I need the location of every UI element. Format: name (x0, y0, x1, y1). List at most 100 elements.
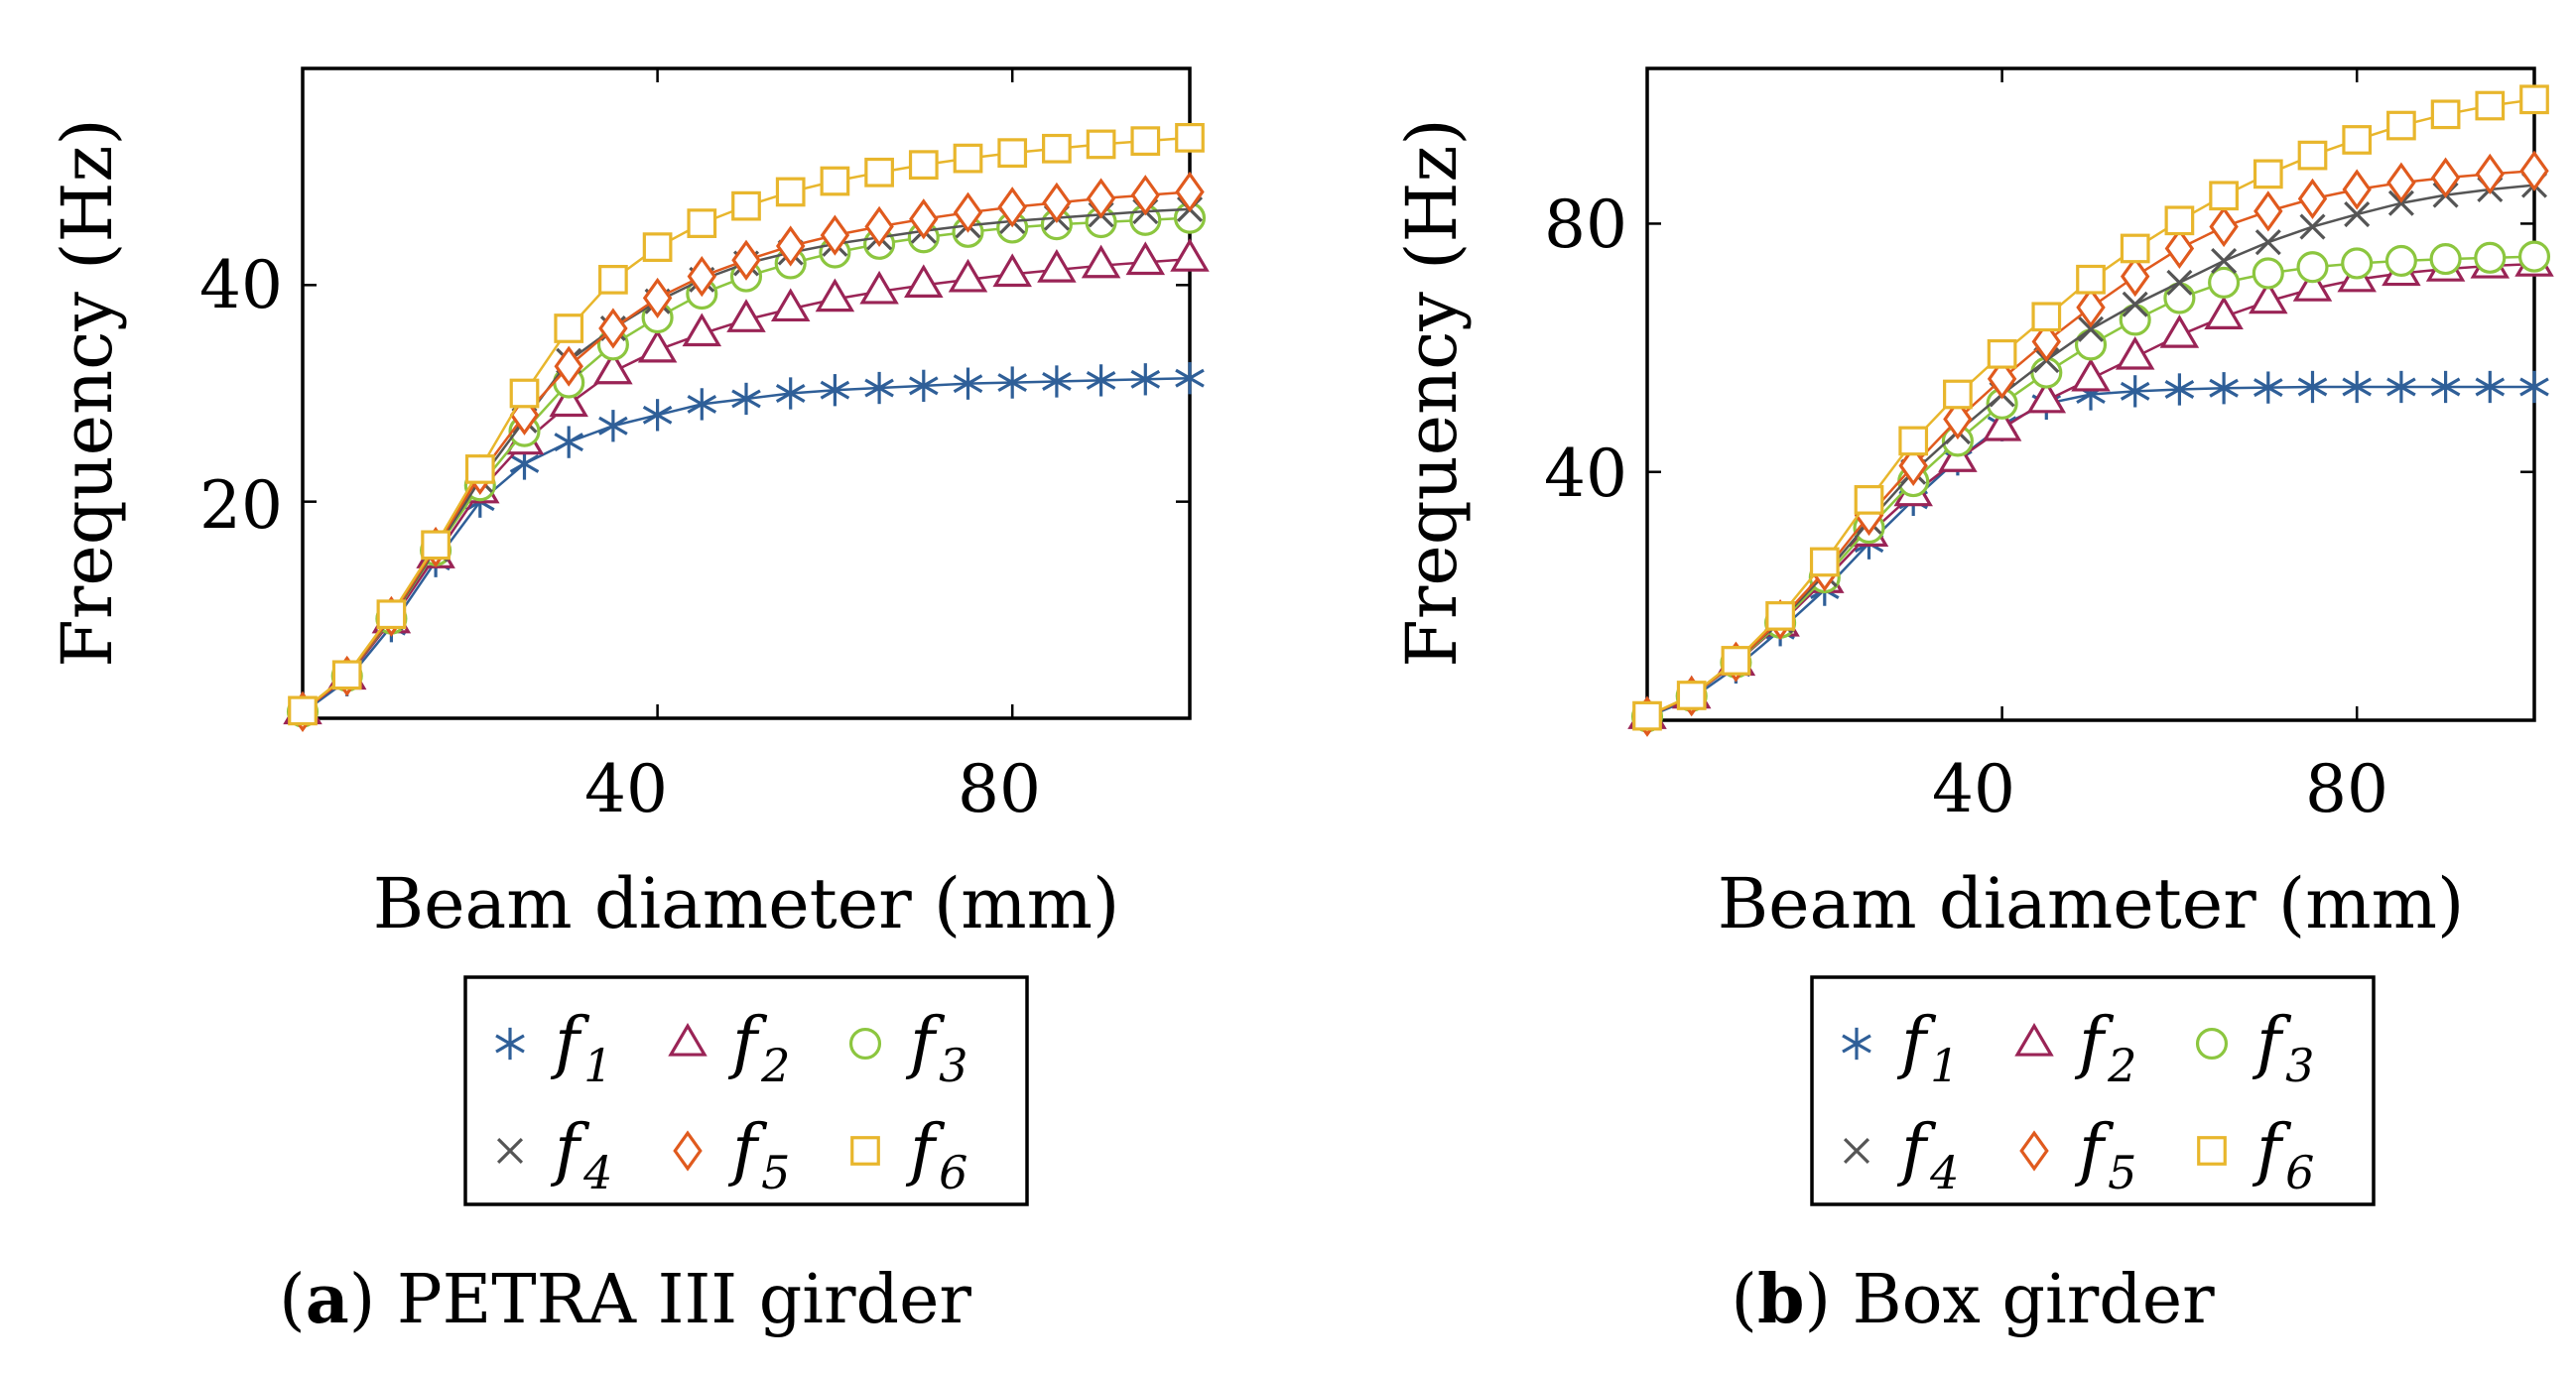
marker-shape (2115, 335, 2155, 370)
marker-stroke (2299, 213, 2326, 240)
data-point-f6 (1130, 126, 1161, 157)
marker-shape (549, 383, 588, 418)
legend-label-subscript: 5 (2108, 1146, 2136, 1199)
marker-shape (1130, 126, 1161, 157)
data-point-f2 (1081, 244, 1121, 279)
data-series (283, 123, 1210, 733)
marker-shape (2297, 140, 2328, 171)
marker-shape (2342, 169, 2372, 210)
marker-shape (2386, 110, 2416, 141)
marker-shape (1987, 338, 2017, 369)
data-point-f6 (953, 143, 983, 174)
data-point-f5 (2120, 256, 2150, 298)
marker-shape (1898, 426, 1929, 456)
data-point-f2 (2115, 335, 2155, 370)
marker-stroke (1843, 1137, 1870, 1165)
marker-shape (2076, 264, 2106, 295)
data-point-f1 (997, 366, 1027, 399)
data-point-f6 (2076, 264, 2106, 295)
data-point-f5 (1086, 178, 1116, 219)
marker-shape (1130, 175, 1161, 216)
marker-stroke (554, 433, 583, 452)
marker-stroke (509, 453, 540, 473)
marker-shape (593, 350, 633, 385)
marker-shape (2164, 227, 2195, 270)
marker-shape (864, 157, 894, 188)
marker-shape (1982, 407, 2022, 441)
marker-shape (598, 265, 628, 295)
legend-box (1810, 975, 2376, 1206)
data-point-f3 (2341, 247, 2374, 280)
data-point-f2 (904, 264, 944, 299)
marker-shape (2341, 247, 2374, 280)
data-point-f5 (731, 239, 761, 281)
data-point-f5 (1987, 358, 2017, 400)
y-tick-label-20: 20 (199, 467, 283, 544)
legend-marker-f5 (2019, 1130, 2049, 1172)
legend-marker-f6 (850, 1136, 880, 1166)
series-f5 (288, 171, 1205, 733)
data-point-f6 (421, 530, 451, 561)
marker-shape (1042, 133, 1072, 164)
data-point-f6 (1175, 123, 1205, 153)
data-point-f5 (2209, 205, 2239, 248)
legend-marker-f3 (848, 1027, 882, 1061)
data-point-f6 (288, 695, 318, 726)
data-point-f4 (2122, 291, 2148, 317)
legend-label-subscript: 4 (1929, 1146, 1959, 1199)
legend-label-subscript: 1 (583, 1039, 612, 1092)
data-point-f6 (997, 138, 1028, 169)
marker-shape (726, 299, 766, 332)
data-point-f1 (731, 382, 761, 416)
marker-stroke (2344, 201, 2371, 228)
marker-shape (2519, 150, 2549, 191)
marker-shape (2074, 328, 2108, 361)
marker-stroke (775, 384, 806, 403)
data-point-f1 (687, 388, 717, 421)
caption-text: Box girder (1853, 1261, 2215, 1339)
marker-shape (948, 258, 988, 293)
axis-ticks (1647, 68, 2534, 720)
marker-shape (2197, 1136, 2227, 1166)
data-point-f2 (2249, 280, 2288, 314)
data-point-f2 (770, 288, 811, 322)
marker-shape (288, 695, 318, 726)
legend-label-subscript: 6 (939, 1146, 967, 1199)
data-point-f2 (2026, 379, 2067, 414)
data-point-f6 (908, 150, 939, 181)
data-point-f6 (1632, 700, 1662, 731)
data-point-f1 (1175, 362, 1205, 395)
data-point-f4 (2299, 213, 2326, 240)
marker-shape (2209, 181, 2239, 211)
marker-stroke (496, 1137, 524, 1165)
marker-shape (820, 166, 850, 196)
data-point-f1 (642, 399, 673, 432)
marker-shape (2026, 379, 2067, 414)
marker-stroke (2519, 377, 2549, 397)
axis-ticks (303, 68, 1190, 718)
data-point-f2 (1037, 249, 1077, 283)
marker-shape (2429, 243, 2462, 276)
marker-shape (376, 599, 407, 630)
data-point-f5 (997, 187, 1027, 228)
marker-shape (421, 530, 451, 561)
legend-marker-f6 (2197, 1136, 2227, 1166)
legend-marker-f4 (496, 1137, 524, 1165)
data-point-f6 (864, 157, 894, 188)
marker-stroke (2254, 229, 2281, 256)
marker-shape (2292, 268, 2333, 302)
marker-shape (992, 253, 1032, 288)
data-point-f2 (2292, 268, 2333, 302)
data-point-f5 (1042, 182, 1072, 223)
marker-shape (2204, 296, 2244, 329)
marker-shape (2209, 205, 2239, 248)
data-point-f1 (554, 426, 583, 458)
marker-shape (331, 660, 362, 690)
marker-shape (642, 277, 673, 319)
marker-stroke (909, 376, 939, 396)
marker-shape (731, 239, 761, 281)
legend-label-f1: f1 (550, 1004, 612, 1092)
legend-box (463, 975, 1029, 1206)
data-point-f5 (2076, 287, 2106, 328)
marker-stroke (864, 378, 894, 398)
